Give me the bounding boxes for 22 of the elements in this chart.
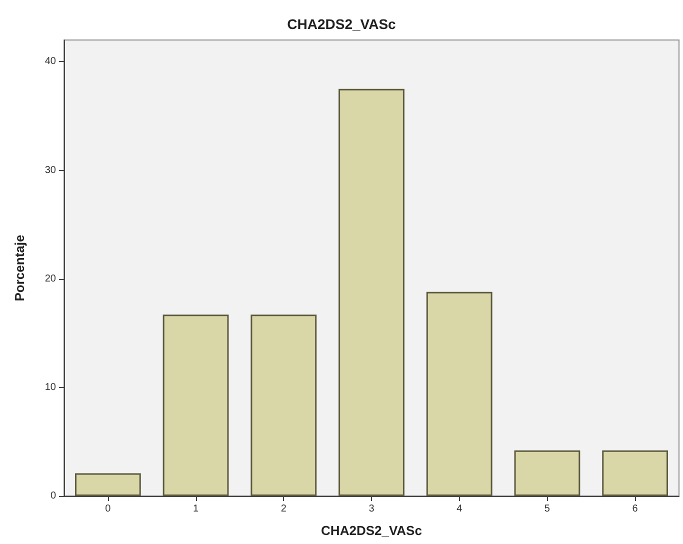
y-tick-label: 40 (44, 56, 56, 68)
x-axis-title: CHA2DS2_VASc (321, 523, 422, 538)
bar (602, 450, 668, 496)
bar (74, 473, 141, 496)
x-tick-label: 5 (544, 504, 550, 514)
bar (426, 292, 492, 496)
y-tick-label: 10 (44, 382, 56, 393)
x-tick-label: 1 (193, 504, 200, 514)
bar (338, 88, 404, 496)
x-tick-label: 3 (368, 504, 375, 514)
y-tick-label: 0 (50, 490, 56, 502)
x-tick-label: 4 (456, 504, 463, 514)
x-tick-label: 0 (105, 504, 112, 514)
chart-title: CHA2DS2_VASc (287, 16, 396, 32)
x-tick-label: 6 (632, 504, 638, 514)
y-axis-title: Porcentaje (12, 234, 27, 302)
bar (250, 314, 317, 496)
y-tick-label: 20 (44, 273, 56, 284)
bar (514, 450, 580, 496)
y-tick-label: 30 (44, 164, 56, 176)
bar (162, 314, 229, 496)
x-tick-label: 2 (280, 504, 287, 514)
